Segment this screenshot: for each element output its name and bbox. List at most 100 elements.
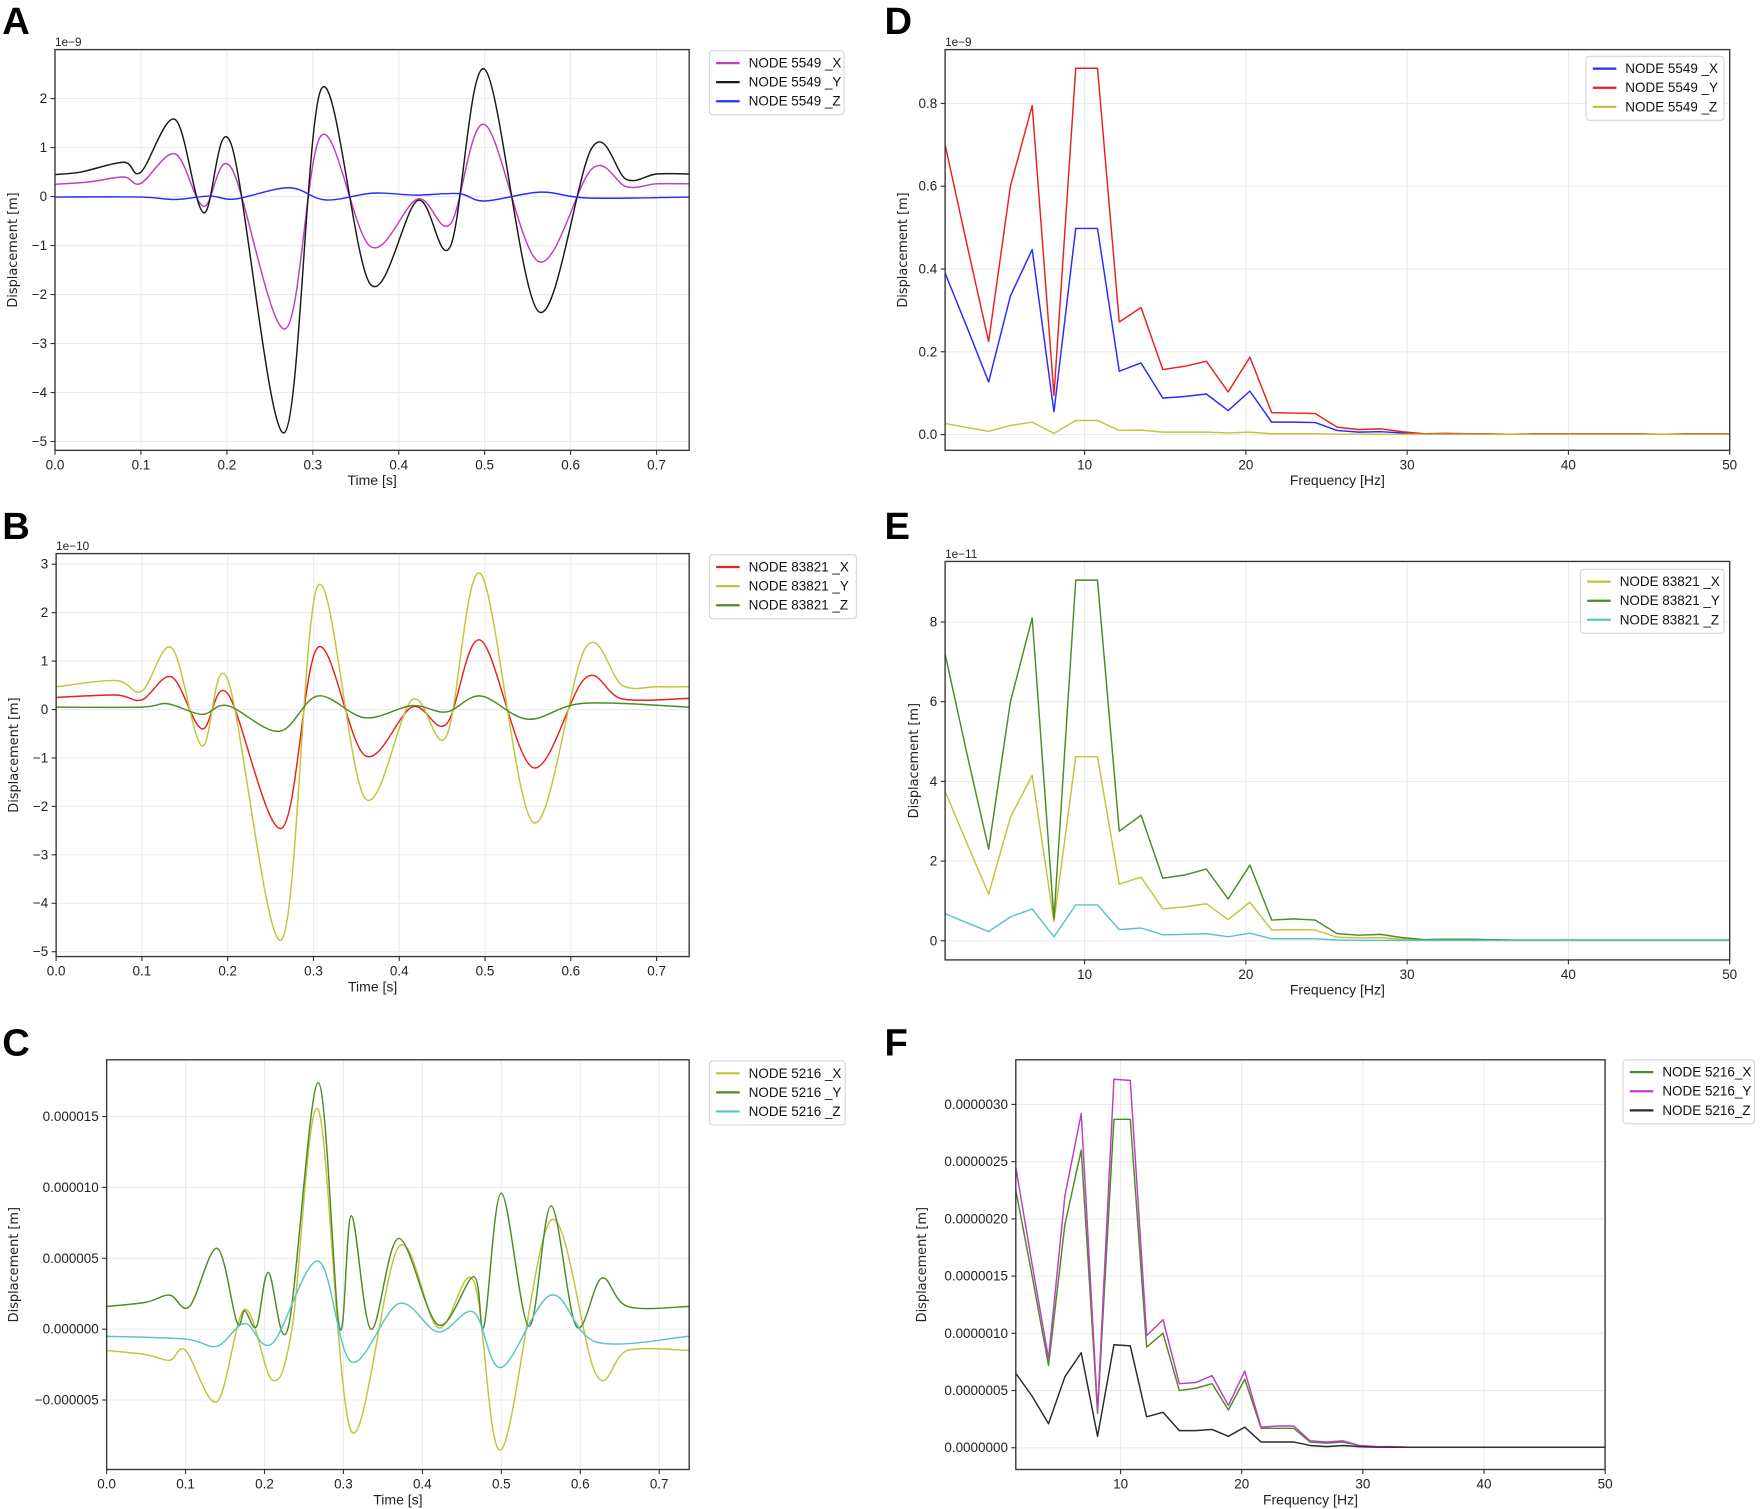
y-tick-label: 1 xyxy=(40,140,47,155)
x-tick-label: 0.6 xyxy=(571,1477,590,1492)
legend: NODE 5216 _X NODE 5216 _Y NODE 5216 _Z xyxy=(708,1060,846,1126)
panel-d: D 10 20 30 40 50 0.0 0.2 0.4 0.6 0.8 1e−9 Frequency … xyxy=(884,0,1737,488)
series-line-node5549_z xyxy=(54,187,690,202)
legend: NODE 83821 _X NODE 83821 _Y NODE 83821 _Z xyxy=(708,554,857,620)
y-axis-label: Displacement [m] xyxy=(7,1207,22,1322)
x-tick-label: 20 xyxy=(1238,967,1253,982)
x-tick-label: 0.7 xyxy=(650,1477,669,1492)
x-tick-label: 0.6 xyxy=(561,964,580,979)
x-tick-label: 0.5 xyxy=(492,1477,511,1492)
y-tick-label: 8 xyxy=(930,614,937,629)
panel-label: A xyxy=(2,0,30,43)
y-tick-label: −1 xyxy=(33,750,48,765)
x-axis-label: Time [s] xyxy=(348,978,397,994)
y-tick-label: 1 xyxy=(41,654,48,669)
x-axis-label: Time [s] xyxy=(347,472,396,488)
panel-label: F xyxy=(884,1021,907,1064)
panel-b: B 0.0 0.1 0.2 0.3 0.4 0.5 0.6 0.7 −5 −4 −3 −2 −1 0 1 2 31… xyxy=(2,505,857,994)
x-tick-label: 50 xyxy=(1722,967,1737,982)
y-tick-label: 0.000010 xyxy=(43,1180,99,1195)
y-offset-text: 1e−9 xyxy=(945,36,972,49)
axes-frame xyxy=(55,552,690,958)
y-tick-label: 3 xyxy=(41,557,48,572)
x-tick-label: 0.4 xyxy=(389,457,408,472)
series-line-node83821_z xyxy=(56,695,690,733)
x-tick-label: 0.0 xyxy=(47,964,66,979)
legend-label: NODE 83821 _Z xyxy=(749,598,848,613)
x-tick-label: 0.3 xyxy=(304,964,323,979)
x-tick-label: 0.2 xyxy=(218,964,237,979)
legend-label: NODE 83821 _Z xyxy=(1620,612,1719,627)
y-tick-label: 0.000015 xyxy=(43,1109,99,1124)
series-line-node5549_z xyxy=(945,419,1729,435)
x-tick-label: 0.4 xyxy=(413,1477,432,1492)
series-line-node83821_z xyxy=(945,904,1729,942)
legend-label: NODE 5216 _X xyxy=(749,1066,842,1081)
y-axis-label: Displacement [m] xyxy=(7,697,22,812)
legend-label: NODE 5549 _X xyxy=(1625,61,1718,76)
y-tick-label: −5 xyxy=(33,944,48,959)
x-tick-label: 20 xyxy=(1234,1477,1249,1492)
y-axis-label: Displacement [m] xyxy=(907,703,922,818)
y-tick-label: 0.0000005 xyxy=(944,1383,1008,1398)
x-axis-label: Frequency [Hz] xyxy=(1290,472,1385,488)
y-tick-label: −0.000005 xyxy=(35,1393,99,1408)
y-axis-label: Displacement [m] xyxy=(915,1207,930,1322)
panel-label: C xyxy=(2,1021,30,1064)
legend-label: NODE 5216_Z xyxy=(1662,1103,1750,1118)
x-tick-label: 0.0 xyxy=(46,457,65,472)
legend-label: NODE 5216 _Z xyxy=(749,1104,841,1119)
y-tick-label: −1 xyxy=(32,238,47,253)
x-tick-label: 30 xyxy=(1355,1477,1370,1492)
legend: NODE 5216_X NODE 5216_Y NODE 5216_Z xyxy=(1622,1059,1755,1125)
y-offset-text: 1e−9 xyxy=(55,36,82,49)
y-tick-label: 0.0000030 xyxy=(944,1097,1008,1112)
y-tick-label: 0.0 xyxy=(919,427,938,442)
y-tick-label: 0 xyxy=(41,702,48,717)
legend-label: NODE 5216 _Y xyxy=(749,1085,842,1100)
y-tick-label: 0.000000 xyxy=(43,1322,99,1337)
y-tick-label: −4 xyxy=(32,385,48,400)
legend-box xyxy=(1622,1059,1755,1125)
y-tick-label: 6 xyxy=(930,694,937,709)
legend-label: NODE 5216_X xyxy=(1662,1065,1751,1080)
y-tick-label: −3 xyxy=(33,847,48,862)
x-tick-label: 0.1 xyxy=(132,457,151,472)
legend-label: NODE 83821 _Y xyxy=(749,579,849,594)
x-tick-label: 0.3 xyxy=(334,1477,353,1492)
x-tick-label: 40 xyxy=(1561,457,1576,472)
legend-box xyxy=(1579,568,1725,634)
x-tick-label: 10 xyxy=(1113,1477,1128,1492)
x-tick-label: 0.5 xyxy=(475,457,494,472)
series-line-node5216_y xyxy=(106,1081,690,1336)
y-tick-label: 0.0000010 xyxy=(944,1326,1008,1341)
panel-label: D xyxy=(884,0,912,43)
legend-label: NODE 83821 _X xyxy=(1620,574,1720,589)
axes-frame xyxy=(944,48,1731,451)
y-tick-label: 2 xyxy=(40,91,47,106)
x-tick-label: 0.7 xyxy=(647,457,666,472)
legend-box xyxy=(708,1060,846,1126)
axes-frame xyxy=(105,1059,690,1471)
legend-box xyxy=(1585,55,1725,121)
legend: NODE 5549 _X NODE 5549 _Y NODE 5549 _Z xyxy=(1585,55,1725,121)
legend: NODE 83821 _X NODE 83821 _Y NODE 83821 _Z xyxy=(1579,568,1725,634)
y-tick-label: 2 xyxy=(41,605,48,620)
x-tick-label: 0.4 xyxy=(390,964,409,979)
axes-frame xyxy=(1015,1059,1606,1471)
x-tick-label: 0.2 xyxy=(218,457,237,472)
x-tick-label: 50 xyxy=(1722,457,1737,472)
panel-a: A 0.0 0.1 0.2 0.3 0.4 0.5 0.6 0.7 −5 −4 −3 −2 −1 0 1 2 1e… xyxy=(2,0,845,488)
x-tick-label: 0.3 xyxy=(303,457,322,472)
x-axis-label: Frequency [Hz] xyxy=(1263,1491,1358,1507)
legend: NODE 5549 _X NODE 5549 _Y NODE 5549 _Z xyxy=(708,50,845,116)
x-tick-label: 0.0 xyxy=(97,1477,116,1492)
y-offset-text: 1e−10 xyxy=(56,540,90,553)
panel-c: C 0.0 0.1 0.2 0.3 0.4 0.5 0.6 0.7 −0.000005 0.0000… xyxy=(2,1021,846,1507)
x-tick-label: 0.7 xyxy=(647,964,666,979)
y-tick-label: 0.000005 xyxy=(43,1251,99,1266)
y-tick-label: 0 xyxy=(930,933,937,948)
x-tick-label: 0.6 xyxy=(561,457,580,472)
legend-label: NODE 5549 _Y xyxy=(1625,80,1718,95)
